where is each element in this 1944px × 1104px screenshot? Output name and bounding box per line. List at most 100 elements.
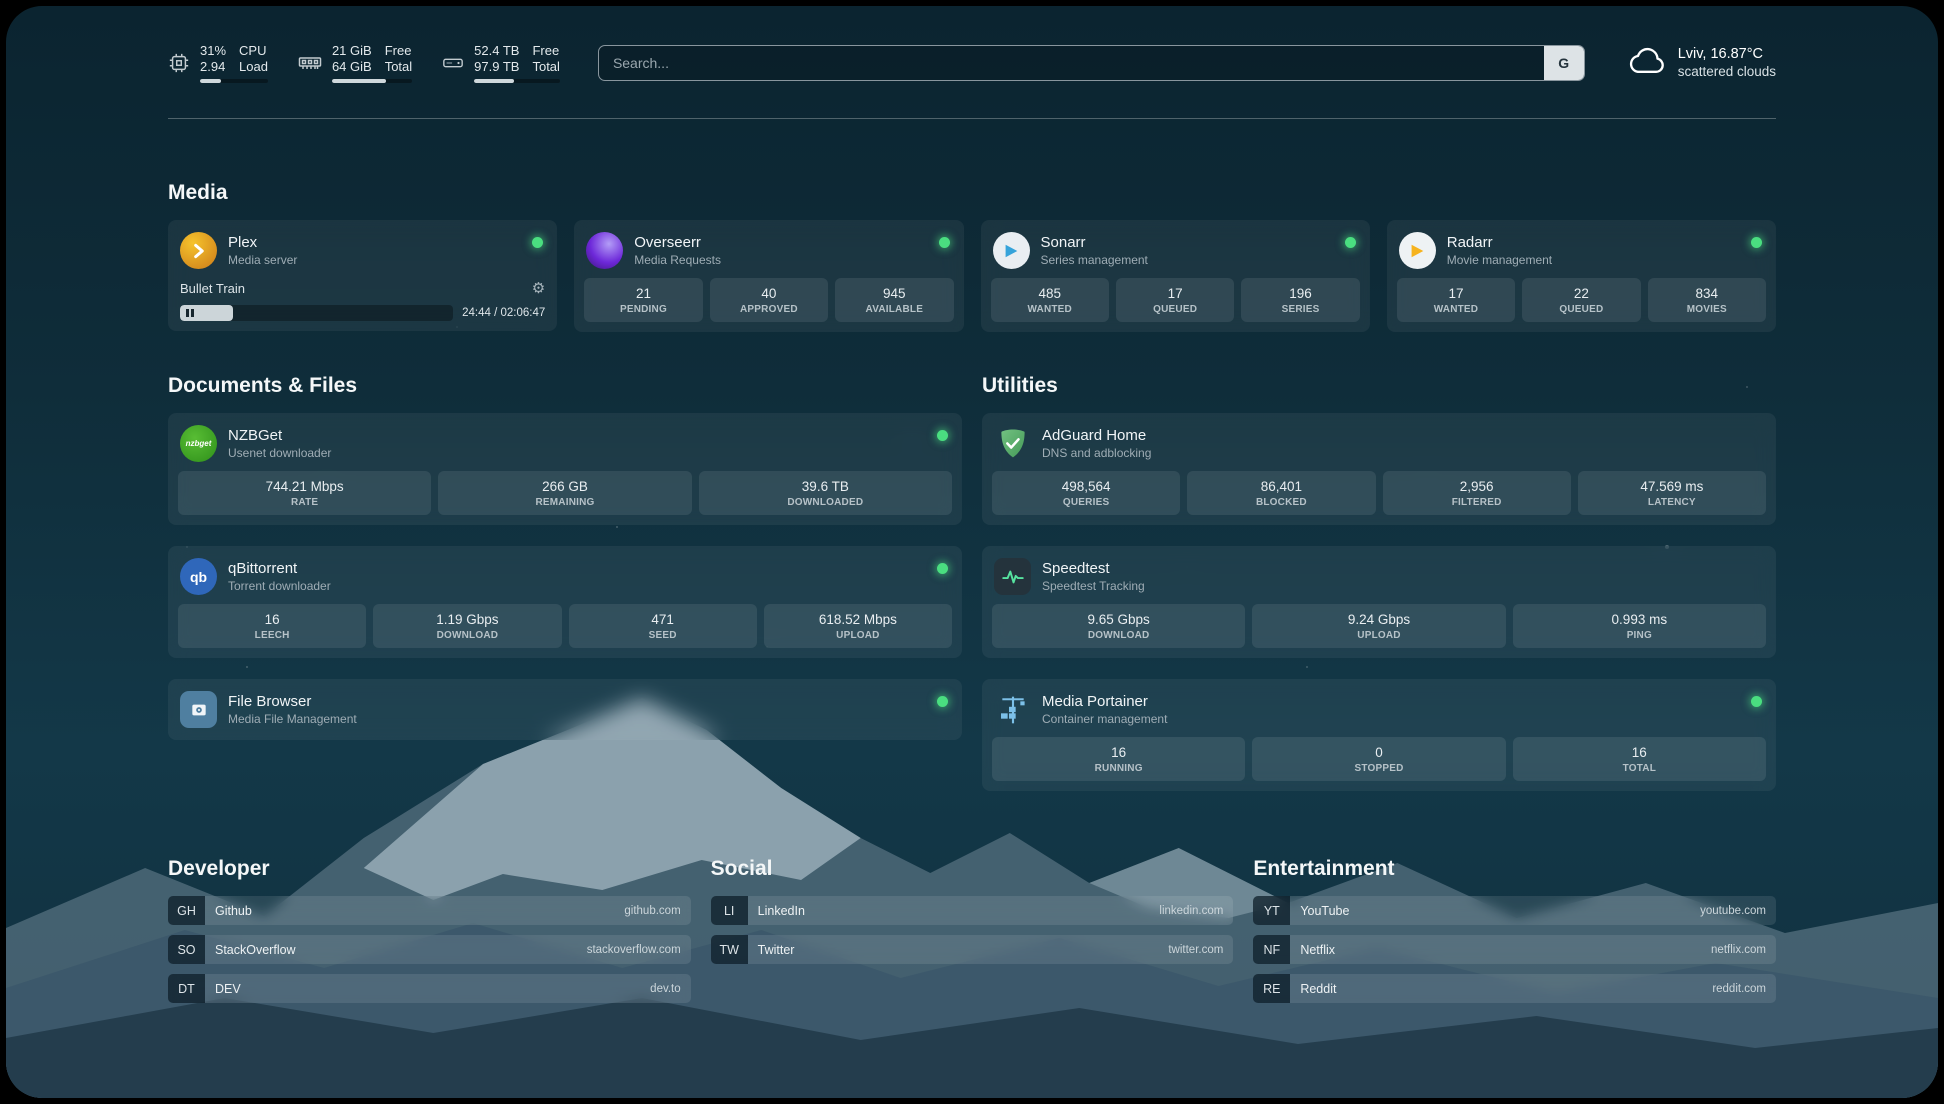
utilities-column: Utilities (982, 374, 1776, 791)
pause-icon[interactable] (186, 309, 194, 317)
stat-seed: 471 SEED (568, 604, 757, 648)
disk-total-label: Total (532, 59, 560, 74)
overseerr-icon (586, 232, 624, 269)
bookmark-abbr: GH (168, 896, 205, 925)
memory-icon (298, 53, 322, 73)
bookmark-stackoverflow[interactable]: SO StackOverflow stackoverflow.com (168, 935, 691, 964)
bookmark-name: Netflix (1300, 942, 1336, 957)
service-header: Plex Media server (178, 230, 547, 278)
search-bar: G (597, 45, 1585, 81)
service-name: Overseerr (634, 234, 701, 251)
service-name: Radarr (1446, 234, 1493, 251)
service-card-radarr[interactable]: Radarr Movie management 17 WANTED 22 QUE… (1386, 220, 1776, 332)
stat-queued: 17 QUEUED (1115, 278, 1235, 322)
status-dot (937, 696, 948, 707)
status-dot (532, 237, 544, 248)
qbittorrent-icon: qb (180, 558, 217, 595)
bookmark-group-entertainment: Entertainment YT YouTube youtube.com NF … (1253, 857, 1776, 1013)
cpu-icon (168, 52, 190, 74)
bookmark-url: linkedin.com (1159, 904, 1224, 917)
bookmark-name: Twitter (757, 942, 795, 957)
playback-progress-bar[interactable] (180, 305, 454, 321)
service-card-portainer[interactable]: Media Portainer Container management 16 … (982, 679, 1776, 791)
bookmark-abbr: LI (710, 896, 748, 925)
bookmark-abbr: RE (1253, 974, 1291, 1003)
bookmark-name: LinkedIn (757, 903, 805, 918)
service-description: Media Requests (634, 253, 721, 267)
cpu-load-value: 2.94 (200, 59, 226, 74)
service-card-qbittorrent[interactable]: qb qBittorrent Torrent downloader 16 LEE… (168, 546, 962, 658)
two-column-section: Documents & Files nzbget NZBGet Usenet d… (168, 374, 1776, 791)
service-name: AdGuard Home (1042, 427, 1147, 444)
service-card-filebrowser[interactable]: File Browser Media File Management (168, 679, 962, 740)
stat-stopped: 0 STOPPED (1252, 737, 1506, 781)
media-card-grid: Plex Media server Bullet Train ⚙ 2 (168, 220, 1776, 332)
service-card-nzbget[interactable]: nzbget NZBGet Usenet downloader 744.21 M… (168, 413, 962, 525)
bookmark-name: Github (215, 903, 252, 918)
cpu-label: CPU (239, 43, 267, 58)
bookmark-group-developer: Developer GH Github github.com SO StackO… (168, 857, 691, 1013)
service-stats: 498,564 QUERIES 86,401 BLOCKED 2,956 FIL… (992, 471, 1766, 515)
section-title-media: Media (168, 181, 228, 204)
bookmark-abbr: SO (168, 935, 205, 964)
now-playing-title: Bullet Train (180, 280, 246, 296)
weather-condition: scattered clouds (1677, 64, 1776, 79)
cpu-widget: 31% 2.94 CPU Load (168, 43, 268, 83)
stat-queued: 22 QUEUED (1522, 278, 1641, 322)
stat-upload: 618.52 Mbps UPLOAD (763, 604, 952, 648)
bookmark-reddit[interactable]: RE Reddit reddit.com (1253, 974, 1776, 1003)
stat-pending: 21 PENDING (584, 278, 703, 322)
service-name: Sonarr (1040, 234, 1086, 251)
memory-widget: 21 GiB 64 GiB Free Total (298, 43, 413, 83)
gear-icon[interactable]: ⚙ (531, 280, 546, 297)
service-description: Media File Management (228, 712, 357, 726)
adguard-shield-icon (994, 425, 1031, 462)
now-playing: Bullet Train ⚙ 24:44 / 02:06:47 (178, 279, 547, 321)
memory-free-label: Free (384, 43, 412, 58)
bookmark-url: netflix.com (1711, 943, 1766, 956)
speedtest-icon (994, 558, 1031, 595)
service-name: NZBGet (228, 427, 283, 444)
service-stats: 17 WANTED 22 QUEUED 834 MOVIES (1396, 278, 1767, 322)
bookmark-url: twitter.com (1168, 943, 1224, 956)
service-card-adguard[interactable]: AdGuard Home DNS and adblocking 498,564 … (982, 413, 1776, 525)
stat-download: 9.65 Gbps DOWNLOAD (992, 604, 1246, 648)
stat-wanted: 485 WANTED (990, 278, 1109, 322)
memory-free-value: 21 GiB (331, 43, 372, 58)
service-header: Overseerr Media Requests (584, 230, 953, 278)
stat-latency: 47.569 ms LATENCY (1577, 471, 1766, 515)
search-provider-button[interactable]: G (1543, 46, 1584, 80)
service-description: Movie management (1446, 253, 1553, 267)
bookmark-netflix[interactable]: NF Netflix netflix.com (1253, 935, 1776, 964)
cpu-load-label: Load (239, 59, 268, 74)
bookmark-abbr: YT (1253, 896, 1291, 925)
service-card-overseerr[interactable]: Overseerr Media Requests 21 PENDING 40 A… (574, 220, 964, 332)
bookmark-youtube[interactable]: YT YouTube youtube.com (1253, 896, 1776, 925)
service-card-plex[interactable]: Plex Media server Bullet Train ⚙ 2 (168, 220, 558, 331)
stat-leech: 16 LEECH (178, 604, 367, 648)
service-name: Speedtest (1042, 560, 1110, 577)
stat-total: 16 TOTAL (1512, 737, 1766, 781)
service-stats: 9.65 Gbps DOWNLOAD 9.24 Gbps UPLOAD 0.99… (992, 604, 1766, 648)
portainer-crane-icon (994, 691, 1031, 728)
bookmark-abbr: TW (710, 935, 748, 964)
bookmark-github[interactable]: GH Github github.com (168, 896, 691, 925)
service-card-speedtest[interactable]: Speedtest Speedtest Tracking 9.65 Gbps D… (982, 546, 1776, 658)
service-name: Media Portainer (1042, 693, 1148, 710)
sonarr-icon (992, 232, 1030, 269)
stat-rate: 744.21 Mbps RATE (178, 471, 432, 515)
section-title-entertainment: Entertainment (1253, 857, 1395, 880)
bookmark-linkedin[interactable]: LI LinkedIn linkedin.com (710, 896, 1234, 925)
service-card-sonarr[interactable]: Sonarr Series management 485 WANTED 17 Q… (980, 220, 1370, 332)
bookmark-abbr: DT (168, 974, 205, 1003)
service-description: Usenet downloader (228, 446, 332, 460)
status-dot (1751, 237, 1762, 248)
search-input[interactable] (597, 45, 1585, 81)
section-title-social: Social (710, 857, 773, 880)
bookmark-dev[interactable]: DT DEV dev.to (168, 974, 691, 1003)
bookmark-twitter[interactable]: TW Twitter twitter.com (710, 935, 1234, 964)
stat-remaining: 266 GB REMAINING (438, 471, 692, 515)
memory-usage-bar-fill (331, 79, 386, 83)
stat-approved: 40 APPROVED (709, 278, 829, 322)
service-header: AdGuard Home DNS and adblocking (992, 423, 1766, 471)
